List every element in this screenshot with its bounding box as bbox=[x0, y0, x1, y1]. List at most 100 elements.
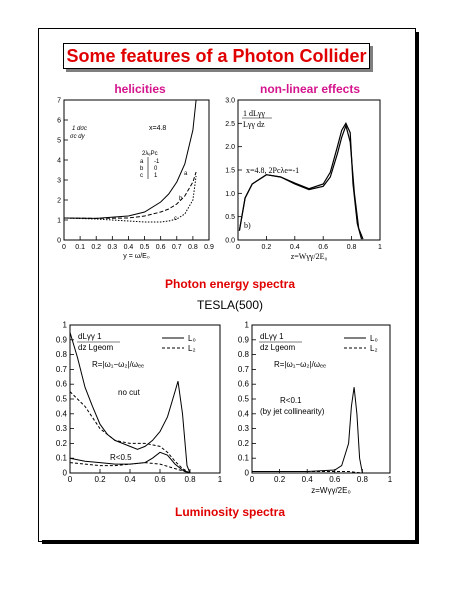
ylabel-bottom: σc dy bbox=[70, 134, 86, 140]
x-tick-label: 0.1 bbox=[75, 244, 85, 251]
y-tick-label: 4 bbox=[57, 158, 61, 165]
x-tick-label: 0.8 bbox=[347, 244, 357, 251]
y-tick-label: 2.0 bbox=[225, 144, 235, 151]
curve-label-a: a bbox=[184, 171, 188, 177]
x-tick-label: 0.4 bbox=[124, 475, 136, 484]
x-tick-label: 0.7 bbox=[172, 244, 182, 251]
series-line-1-1 bbox=[238, 122, 363, 240]
y-tick-label: 0.0 bbox=[225, 238, 235, 245]
y-tick-label: 0.4 bbox=[56, 409, 68, 418]
title-box: Some features of a Photon Collider bbox=[63, 43, 370, 69]
page-title: Some features of a Photon Collider bbox=[66, 46, 367, 66]
y-tick-label: 2 bbox=[57, 198, 61, 205]
y-tick-label: 6 bbox=[57, 118, 61, 125]
series-line-0-0 bbox=[63, 99, 197, 219]
x-tick-label: 0.4 bbox=[124, 244, 134, 251]
section-photon-spectra: Photon energy spectra bbox=[164, 277, 296, 291]
x-tick-label: 0 bbox=[62, 244, 66, 251]
x-tick-label: 0.4 bbox=[302, 475, 314, 484]
y-tick-label: 1.0 bbox=[225, 191, 235, 198]
y-tick-label: 2.5 bbox=[225, 121, 235, 128]
y-tick-label: 5 bbox=[57, 138, 61, 145]
y-tick-label: 0.2 bbox=[238, 439, 250, 448]
ylabel-top: 1 dσc bbox=[72, 126, 87, 132]
y-tick-label: 1 bbox=[63, 321, 68, 330]
annotation-jet-collinearity: (by jet collinearity) bbox=[260, 407, 325, 416]
x-tick-label: 1 bbox=[388, 475, 393, 484]
y-tick-label: 0 bbox=[63, 469, 68, 478]
legend-label-L0: L₀ bbox=[188, 334, 196, 343]
series-line-3-1 bbox=[252, 471, 363, 474]
ylabel-bottom: Lγγ dz bbox=[243, 120, 265, 129]
slide-shadow-right bbox=[415, 32, 419, 544]
y-tick-label: 0.3 bbox=[56, 424, 68, 433]
ylabel-top: 1 dLγγ bbox=[243, 109, 265, 118]
slide-shadow-bottom bbox=[42, 540, 419, 544]
x-tick-label: 0.4 bbox=[290, 244, 300, 251]
y-tick-label: 0.3 bbox=[238, 424, 250, 433]
x-axis-label: z=Wγγ/2E₀ bbox=[291, 252, 328, 261]
y-tick-label: 3 bbox=[57, 178, 61, 185]
annotation-x: x=4.8 bbox=[149, 125, 166, 132]
r-definition: R=|ω₁−ω₂|/ωₑₑ bbox=[274, 360, 326, 369]
x-tick-label: 0.8 bbox=[188, 244, 198, 251]
y-tick-label: 0.9 bbox=[238, 335, 250, 344]
series-line-2-2 bbox=[69, 451, 191, 474]
y-tick-label: 0.2 bbox=[56, 439, 68, 448]
ylabel-top: dLγγ 1 bbox=[260, 332, 284, 341]
x-tick-label: 0 bbox=[236, 244, 240, 251]
y-tick-label: 3.0 bbox=[225, 98, 235, 105]
x-tick-label: 0.3 bbox=[107, 244, 117, 251]
legend-value: -1 bbox=[154, 159, 160, 165]
curve-label-c: c bbox=[174, 216, 177, 222]
x-tick-label: 1 bbox=[218, 475, 223, 484]
series-line-1-0 bbox=[238, 123, 364, 240]
ylabel-top: dLγγ 1 bbox=[78, 332, 102, 341]
y-tick-label: 0.1 bbox=[238, 454, 250, 463]
y-tick-label: 0.7 bbox=[238, 365, 250, 374]
legend-label-L2: L₂ bbox=[188, 344, 196, 353]
y-tick-label: 0.5 bbox=[56, 395, 68, 404]
plot-frame-0 bbox=[63, 99, 210, 241]
annotation-params: x=4.8, 2Pcλe=-1 bbox=[246, 166, 299, 175]
tesla-label: TESLA(500) bbox=[196, 298, 264, 312]
x-tick-label: 0 bbox=[68, 475, 73, 484]
section-luminosity-spectra: Luminosity spectra bbox=[174, 505, 286, 519]
section-nonlinear: non-linear effects bbox=[259, 82, 361, 96]
series-line-3-0 bbox=[252, 387, 363, 474]
series-line-0-1 bbox=[63, 171, 197, 219]
y-tick-label: 0 bbox=[57, 238, 61, 245]
x-tick-label: 0.2 bbox=[91, 244, 101, 251]
ylabel-bottom: dz Lgeom bbox=[260, 343, 295, 352]
y-tick-label: 0.4 bbox=[238, 409, 250, 418]
x-tick-label: 0.5 bbox=[140, 244, 150, 251]
y-tick-label: 0.8 bbox=[56, 350, 68, 359]
x-tick-label: 0 bbox=[250, 475, 255, 484]
x-tick-label: 0.2 bbox=[262, 244, 272, 251]
legend-key: b bbox=[140, 166, 144, 172]
x-tick-label: 0.6 bbox=[318, 244, 328, 251]
y-tick-label: 1.5 bbox=[225, 168, 235, 175]
x-tick-label: 0.9 bbox=[204, 244, 214, 251]
y-tick-label: 1 bbox=[245, 321, 250, 330]
y-tick-label: 7 bbox=[57, 98, 61, 105]
y-tick-label: 0 bbox=[245, 469, 250, 478]
series-line-0-2 bbox=[63, 175, 197, 223]
section-helicities: helicities bbox=[114, 82, 166, 96]
r-definition: R=|ω₁−ω₂|/ωₑₑ bbox=[92, 360, 144, 369]
legend-label-L0: L₀ bbox=[370, 334, 378, 343]
series-line-2-1 bbox=[69, 391, 191, 474]
x-tick-label: 0.6 bbox=[156, 244, 166, 251]
x-axis-label: y = ω/E₀ bbox=[123, 253, 150, 260]
legend-key: a bbox=[140, 159, 144, 165]
legend-value: 0 bbox=[154, 166, 158, 172]
x-axis-label: z=Wγγ/2E₀ bbox=[311, 486, 351, 495]
y-tick-label: 1 bbox=[57, 218, 61, 225]
x-tick-label: 0.6 bbox=[329, 475, 341, 484]
y-tick-label: 0.6 bbox=[56, 380, 68, 389]
curve-label-b: b bbox=[179, 196, 183, 202]
series-line-2-3 bbox=[69, 462, 191, 474]
annotation-r-cut: R<0.1 bbox=[280, 396, 302, 405]
x-tick-label: 1 bbox=[378, 244, 382, 251]
